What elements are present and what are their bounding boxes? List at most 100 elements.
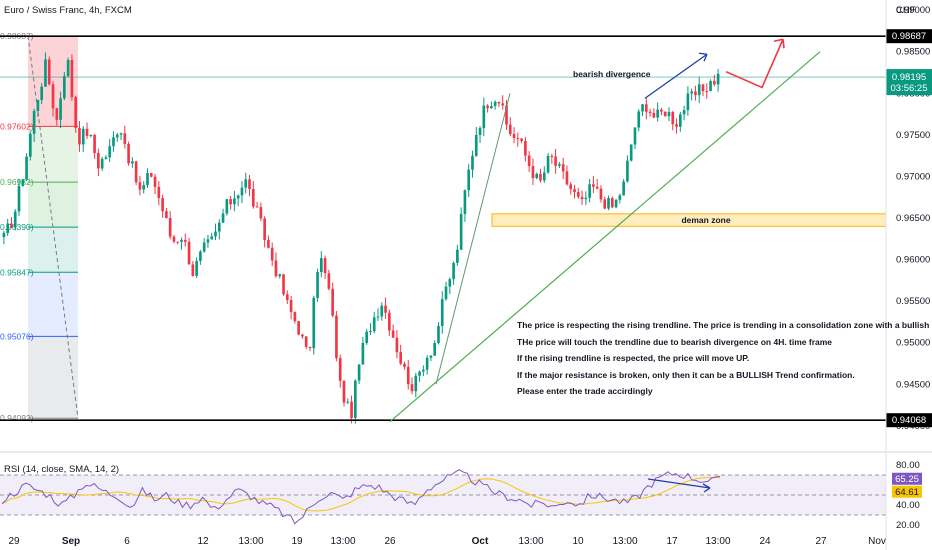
candle-body [686,93,690,111]
candle-body [97,153,100,169]
candle-body [172,236,176,242]
x-tick-label: 29 [8,536,20,547]
candle-body [47,59,51,85]
note-line-3: If the rising trendline is respected, th… [517,353,749,363]
fib-band [28,126,78,183]
candle-body [709,81,712,92]
candle-body [637,111,641,128]
candle-body [85,128,89,137]
candle-body [554,156,557,166]
candle-body [595,186,599,189]
candle-body [331,288,334,316]
candle-body [289,299,293,312]
candle-body [142,185,146,190]
candle-body [603,199,607,209]
candle-body [422,369,425,372]
candle-body [452,262,455,280]
candle-body [323,258,327,274]
candle-body [301,334,304,337]
candle-body [501,103,505,106]
candle-body [456,249,459,263]
candle-body [459,213,463,250]
candle-body [115,134,119,138]
candle-body [697,84,701,96]
candle-body [694,91,697,96]
x-tick-label: 19 [291,536,303,547]
candle-body [701,84,705,92]
candle-body [576,192,580,197]
chart-title: Euro / Swiss Franc, 4h, FXCM [4,5,132,16]
fib-band [28,182,78,228]
candle-body [285,294,289,300]
candle-body [176,241,180,243]
candle-body [210,236,214,240]
x-tick-label: 13:00 [238,536,263,547]
candle-body [372,317,376,332]
candle-body [335,315,338,359]
note-line-5: Please enter the trade accirdingly [517,386,653,396]
candle-body [474,134,478,156]
candle-body [478,128,482,135]
last-price-tag [886,69,932,96]
price-axis: 0.990000.985000.980000.975000.970000.965… [8,0,932,550]
support-tag [886,413,932,428]
candle-body [78,127,81,145]
candle-body [51,84,55,109]
countdown-label: 03:56:25 [891,83,928,94]
candle-body [388,312,391,331]
x-tick-label: 13:00 [518,536,543,547]
y-tick-label: 0.94500 [896,379,930,390]
resistance-tag [886,29,932,44]
candle-body [10,223,13,228]
candle-body [690,91,693,94]
candle-body [486,105,489,109]
candle-body [214,231,217,237]
fib-band [28,336,78,419]
candle-body [134,161,138,183]
candle-body [195,260,198,276]
candle-body [274,260,278,277]
candle-body [89,134,93,137]
candle-body [229,199,232,205]
candle-body [444,286,448,300]
rsi-y-tick: 40.00 [896,500,920,511]
candle-body [308,346,312,349]
candle-body [660,109,663,112]
candle-body [395,337,399,353]
candle-body [380,305,384,317]
fib-level-label: 0.94092) [0,413,34,423]
candle-body [520,138,523,141]
candle-body [6,223,9,233]
candle-body [81,128,85,145]
candle-body [342,380,346,403]
candle-body [44,59,47,87]
candle-body [716,73,720,85]
resistance-label: 0.98687 [892,31,926,42]
candle-body [667,112,671,117]
x-tick-label: Sep [62,536,80,547]
candle-body [127,143,130,164]
candle-body [93,134,96,154]
rsi-title: RSI (14, close, SMA, 14, 2) [4,464,119,475]
candle-body [146,173,149,186]
x-tick-label: 26 [384,536,396,547]
note-line-2: THe price will touch the trendline due t… [517,337,832,347]
rsi-y-tick: 80.00 [896,460,920,471]
candle-body [527,155,531,167]
x-tick-label: 27 [815,536,827,547]
candle-body [535,173,539,179]
candle-body [17,185,21,212]
candle-body [369,331,372,333]
candle-body [21,179,25,186]
candle-body [505,105,508,125]
candle-body [70,60,74,98]
candle-body [63,76,66,99]
candle-body [629,144,633,161]
x-tick-label: 13:00 [330,536,355,547]
candle-body [384,305,387,313]
candle-body [663,111,667,117]
candle-body [202,242,206,252]
projection-path [725,38,784,89]
candle-body [157,186,161,199]
candle-body [482,105,486,129]
